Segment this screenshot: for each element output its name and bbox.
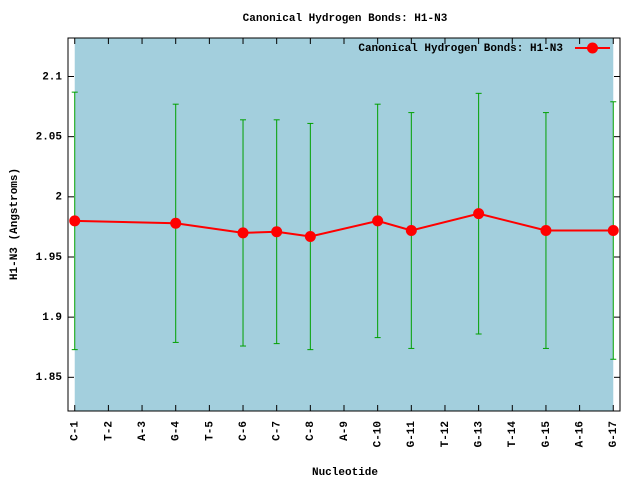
y-tick-label: 1.85 xyxy=(36,372,63,384)
chart-title: Canonical Hydrogen Bonds: H1-N3 xyxy=(243,13,448,25)
x-tick-label: A-3 xyxy=(137,421,149,441)
data-point xyxy=(540,225,552,237)
y-tick-label: 2.05 xyxy=(36,132,63,144)
x-tick-label: G-17 xyxy=(608,421,620,447)
x-tick-label: C-8 xyxy=(305,421,317,441)
x-tick-label: T-2 xyxy=(103,421,115,441)
x-tick-label: T-12 xyxy=(440,421,452,447)
x-tick-label: G-13 xyxy=(474,421,486,448)
x-tick-label: T-14 xyxy=(507,421,519,448)
data-point xyxy=(405,225,417,237)
legend-label: Canonical Hydrogen Bonds: H1-N3 xyxy=(358,43,563,55)
x-axis-label: Nucleotide xyxy=(312,467,378,479)
data-point xyxy=(237,227,249,239)
series-line xyxy=(74,212,614,238)
x-tick-label: T-5 xyxy=(204,421,216,441)
data-point xyxy=(69,215,81,227)
data-point xyxy=(271,226,283,238)
x-tick-label: A-9 xyxy=(339,421,351,441)
x-tick-label: A-16 xyxy=(575,421,587,447)
x-tick-label: C-7 xyxy=(272,421,284,441)
y-tick-label: 2 xyxy=(55,192,62,204)
plot-background xyxy=(74,38,614,411)
data-point xyxy=(607,225,619,237)
y-tick-label: 1.9 xyxy=(42,312,62,324)
x-tick-label: C-6 xyxy=(238,421,250,441)
x-tick-label: G-15 xyxy=(541,421,553,448)
x-tick-label: G-4 xyxy=(171,421,183,441)
y-tick-label: 1.95 xyxy=(36,252,63,264)
data-point xyxy=(170,217,182,229)
x-tick-label: C-1 xyxy=(70,421,82,441)
y-axis-label: H1-N3 (Angstroms) xyxy=(9,168,21,280)
data-point xyxy=(473,208,485,220)
data-point xyxy=(304,231,316,243)
x-tick-label: C-10 xyxy=(373,421,385,447)
y-tick-label: 2.1 xyxy=(42,71,62,83)
legend-marker xyxy=(587,42,598,54)
data-point xyxy=(372,215,384,227)
x-tick-label: G-11 xyxy=(406,421,418,448)
